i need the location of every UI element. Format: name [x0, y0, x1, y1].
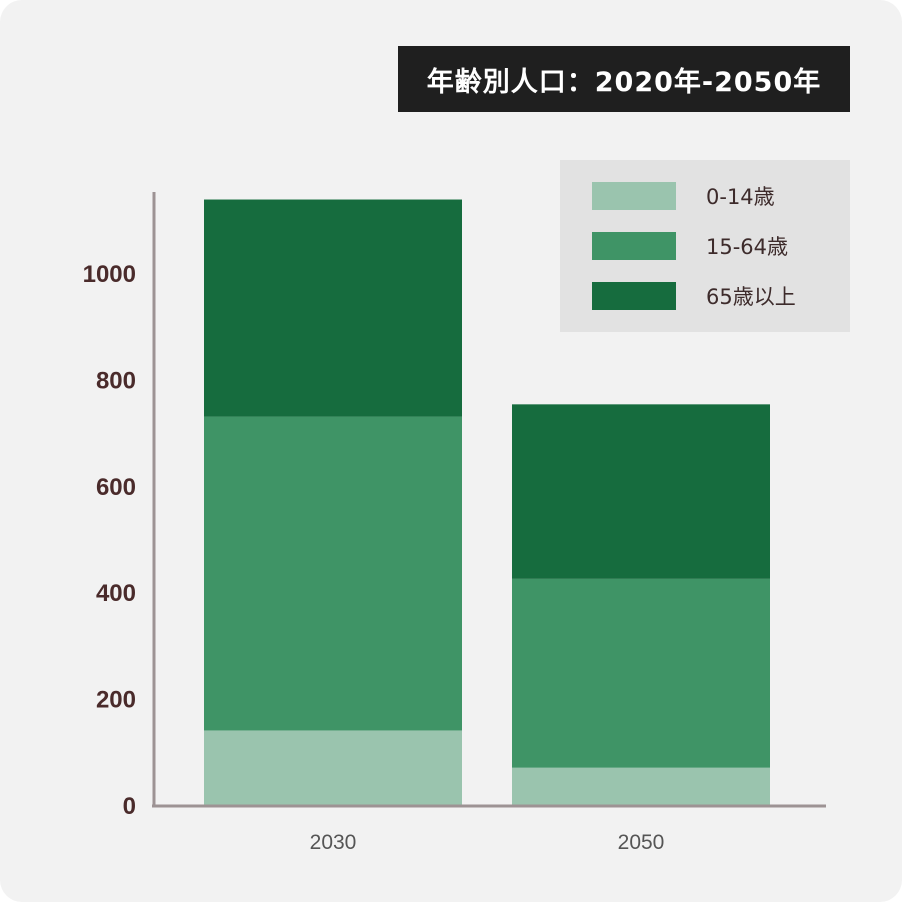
bar-2030-series-0	[204, 730, 462, 806]
x-tick-label: 2050	[618, 831, 665, 854]
bar-2050-series-1	[512, 578, 770, 768]
legend-item-15-64: 15-64歳	[592, 232, 788, 260]
legend-swatch-0-14	[592, 182, 676, 210]
x-tick-labels: 2030 2050	[310, 831, 665, 854]
y-tick-label: 1000	[83, 261, 136, 288]
bar-2030-series-2	[204, 199, 462, 417]
bar-2050-series-2	[512, 404, 770, 579]
legend-label-15-64: 15-64歳	[706, 235, 789, 259]
y-tick-label: 0	[123, 793, 136, 820]
bar-2050-series-0	[512, 767, 770, 806]
legend-label-0-14: 0-14歳	[706, 185, 775, 209]
chart-title: 年齢別人口：2020年-2050年	[398, 46, 850, 112]
legend-item-0-14: 0-14歳	[592, 182, 775, 210]
y-tick-label: 600	[96, 474, 136, 501]
bar-2030-series-1	[204, 416, 462, 731]
legend-label-65-plus: 65歳以上	[706, 285, 796, 309]
legend-swatch-65-plus	[592, 282, 676, 310]
y-tick-label: 400	[96, 580, 136, 607]
legend: 0-14歳 15-64歳 65歳以上	[560, 160, 850, 332]
x-tick-label: 2030	[310, 831, 357, 854]
bars-group	[204, 199, 770, 806]
y-tick-label: 800	[96, 367, 136, 394]
legend-swatch-15-64	[592, 232, 676, 260]
y-tick-label: 200	[96, 687, 136, 714]
y-tick-labels: 0 200 400 600 800 1000	[83, 261, 136, 820]
legend-item-65-plus: 65歳以上	[592, 282, 796, 310]
